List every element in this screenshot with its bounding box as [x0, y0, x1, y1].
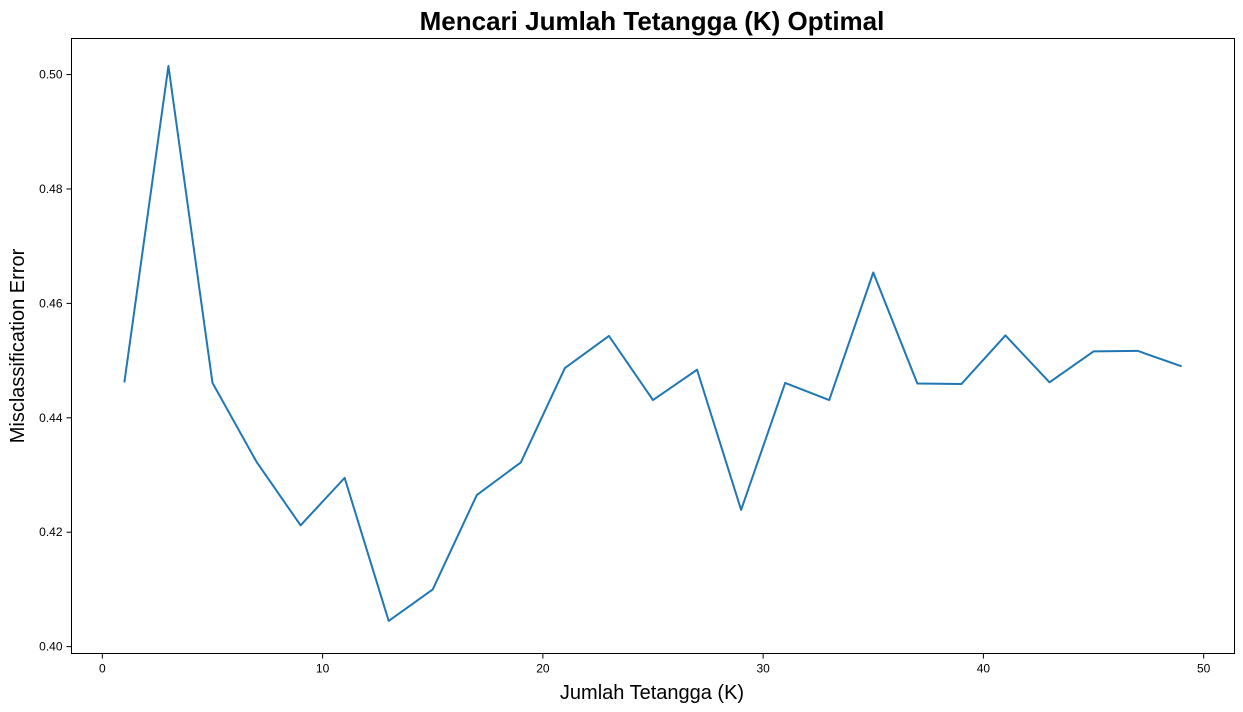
y-tick-label: 0.50	[39, 68, 63, 82]
y-tick-label: 0.48	[39, 182, 63, 196]
y-tick-label: 0.40	[39, 640, 63, 654]
y-tick-label: 0.46	[39, 296, 63, 310]
x-tick-label: 0	[99, 662, 106, 676]
x-axis-label: Jumlah Tetangga (K)	[560, 682, 744, 704]
x-tick-label: 30	[756, 662, 770, 676]
x-tick-label: 20	[536, 662, 550, 676]
y-tick-label: 0.42	[39, 525, 63, 539]
series-line	[123, 64, 1182, 622]
axis-ticks: 0 10 20 30 40 50 0.40 0.42 0.44 0.46 0.48 0.50	[39, 68, 1211, 676]
x-tick-label: 10	[316, 662, 330, 676]
series-group	[123, 64, 1182, 622]
y-axis-label: Misclassification Error	[7, 248, 29, 443]
x-tick-label: 40	[977, 662, 991, 676]
plot-area	[71, 38, 1235, 654]
x-tick-label: 50	[1197, 662, 1211, 676]
chart-title: Mencari Jumlah Tetangga (K) Optimal	[420, 6, 885, 36]
y-tick-label: 0.44	[39, 411, 63, 425]
